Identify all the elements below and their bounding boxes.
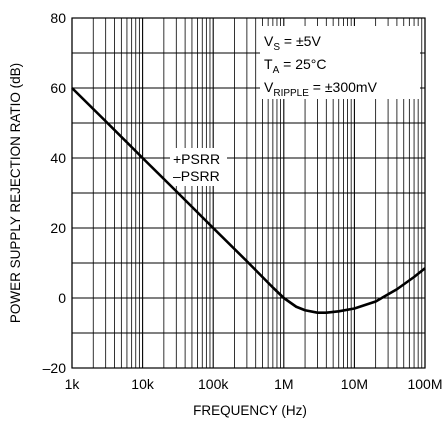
series-line <box>71 87 426 314</box>
y-tick-label: 20 <box>50 220 66 236</box>
x-tick-labels: 1k 10k 100k 1M 10M 100M <box>65 376 443 392</box>
y-tick-label: –20 <box>43 360 67 376</box>
condition-ta: TA = 25°C <box>264 56 326 76</box>
y-axis-title: POWER SUPPLY REJECTION RATIO (dB) <box>8 63 23 323</box>
condition-vs-main: V <box>264 33 274 49</box>
condition-vripple-main: V <box>264 79 274 95</box>
condition-vs-sub: S <box>273 42 280 53</box>
conditions-box <box>260 26 420 99</box>
condition-vripple-sub: RIPPLE <box>273 88 309 99</box>
series-label-box <box>170 148 230 186</box>
plot-frame <box>71 17 426 369</box>
series-label-bg <box>170 148 230 186</box>
curves <box>71 87 426 314</box>
condition-ta-value: = 25°C <box>279 56 326 72</box>
condition-ta-sub: A <box>273 65 280 76</box>
y-tick-label: 60 <box>50 80 66 96</box>
series-label-plus-psrr: +PSRR <box>173 151 220 167</box>
condition-vs: VS = ±5V <box>264 33 321 53</box>
y-tick-label: 0 <box>58 290 66 306</box>
condition-vs-value: = ±5V <box>280 33 321 49</box>
y-tick-label: 40 <box>50 150 66 166</box>
conditions-box-bg <box>260 26 420 99</box>
x-tick-label: 1k <box>65 376 81 392</box>
y-tick-label: 80 <box>50 10 66 26</box>
x-tick-label: 10M <box>341 376 368 392</box>
x-tick-label: 1M <box>274 376 293 392</box>
condition-vripple: VRIPPLE = ±300mV <box>264 79 378 99</box>
y-tick-labels: –20 0 20 40 60 80 <box>43 10 67 376</box>
x-axis-title: FREQUENCY (Hz) <box>193 403 307 418</box>
x-tick-label: 10k <box>131 376 155 392</box>
x-tick-label: 100M <box>407 376 442 392</box>
x-tick-label: 100k <box>198 376 229 392</box>
condition-vripple-value: = ±300mV <box>309 79 378 95</box>
series-label-minus-psrr: –PSRR <box>173 168 220 184</box>
condition-ta-main: T <box>264 56 273 72</box>
